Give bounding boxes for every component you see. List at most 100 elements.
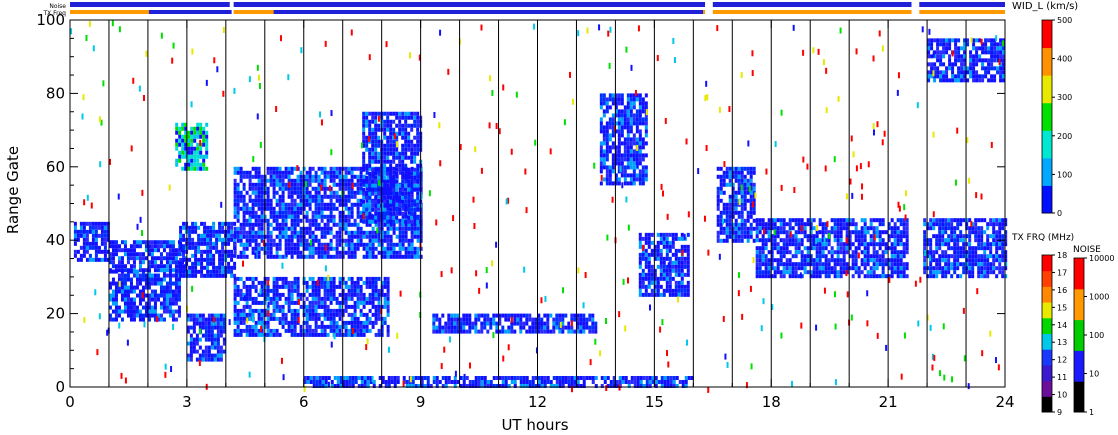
data-cell <box>242 280 246 285</box>
data-cell <box>737 222 741 227</box>
data-cell <box>311 276 315 281</box>
data-cell <box>129 244 133 249</box>
data-cell <box>353 312 357 317</box>
data-cell <box>106 225 110 230</box>
data-cell <box>833 266 837 271</box>
data-cell <box>103 253 107 258</box>
data-cell <box>260 328 264 333</box>
data-cell <box>770 254 774 259</box>
data-cell <box>647 264 651 269</box>
data-cell <box>591 313 595 318</box>
data-cell <box>641 268 645 273</box>
data-cell <box>73 241 77 246</box>
data-cell <box>537 321 541 326</box>
data-cell <box>317 238 321 243</box>
data-cell <box>222 317 226 322</box>
data-cell <box>106 237 110 242</box>
data-cell <box>320 304 324 309</box>
data-cell <box>305 242 309 247</box>
data-cell <box>398 163 402 168</box>
data-cell <box>335 222 339 227</box>
data-cell <box>743 226 747 231</box>
data-cell <box>389 143 393 148</box>
data-cell <box>200 261 204 266</box>
data-cell <box>404 135 408 140</box>
data-cell <box>332 292 336 297</box>
data-cell <box>371 207 375 212</box>
data-cell <box>641 145 645 150</box>
data-cell <box>207 313 211 318</box>
data-cell <box>305 312 309 317</box>
data-cell <box>198 313 202 318</box>
top-status-bars: Noise TX Freq <box>42 2 1005 17</box>
data-cell <box>902 270 906 275</box>
data-cell <box>272 174 276 179</box>
data-cell <box>785 238 789 243</box>
data-cell <box>239 276 243 281</box>
data-cell <box>227 237 231 242</box>
data-cell <box>374 254 378 259</box>
data-cell <box>746 210 750 215</box>
data-cell <box>266 194 270 199</box>
data-cell <box>404 230 408 235</box>
data-cell <box>305 230 309 235</box>
data-cell <box>383 238 387 243</box>
data-cell <box>239 328 243 333</box>
data-cell <box>743 166 747 171</box>
data-cell <box>311 246 315 251</box>
data-cell <box>233 182 237 187</box>
data-cell <box>746 214 750 219</box>
data-cell <box>182 237 186 242</box>
data-cell <box>242 246 246 251</box>
data-cell <box>347 292 351 297</box>
data-cell <box>85 245 89 250</box>
data-cell <box>632 141 636 146</box>
data-cell <box>737 166 741 171</box>
data-cell <box>776 242 780 247</box>
data-cell <box>97 249 101 254</box>
data-cell <box>404 123 408 128</box>
data-cell <box>407 175 411 180</box>
data-cell <box>779 254 783 259</box>
data-cell <box>323 280 327 285</box>
data-cell <box>486 313 490 318</box>
data-cell <box>192 317 196 322</box>
data-cell <box>94 229 98 234</box>
data-cell <box>558 317 562 322</box>
data-cell <box>120 264 124 269</box>
data-cell <box>168 305 172 310</box>
data-cell <box>384 379 388 384</box>
data-cell <box>588 313 592 318</box>
data-cell <box>638 181 642 186</box>
data-cell <box>636 375 640 380</box>
data-cell <box>191 261 195 266</box>
data-cell <box>371 171 375 176</box>
data-cell <box>245 300 249 305</box>
data-cell <box>299 218 303 223</box>
data-cell <box>233 237 237 242</box>
data-cell <box>236 198 240 203</box>
data-cell <box>204 333 208 338</box>
data-cell <box>326 206 330 211</box>
data-cell <box>314 250 318 255</box>
data-cell <box>740 210 744 215</box>
data-cell <box>794 274 798 279</box>
data-cell <box>390 375 394 380</box>
data-cell <box>308 198 312 203</box>
data-cell <box>410 242 414 247</box>
data-cell <box>863 238 867 243</box>
data-cell <box>275 174 279 179</box>
data-cell <box>329 230 333 235</box>
data-cell <box>210 325 214 330</box>
data-cell <box>147 252 151 257</box>
data-cell <box>159 317 163 322</box>
data-cell <box>413 230 417 235</box>
data-cell <box>251 332 255 337</box>
data-cell <box>638 252 642 257</box>
data-cell <box>435 325 439 330</box>
data-cell <box>386 300 390 305</box>
data-cell <box>156 281 160 286</box>
data-cell <box>396 379 400 384</box>
data-cell <box>315 375 319 380</box>
data-cell <box>878 238 882 243</box>
